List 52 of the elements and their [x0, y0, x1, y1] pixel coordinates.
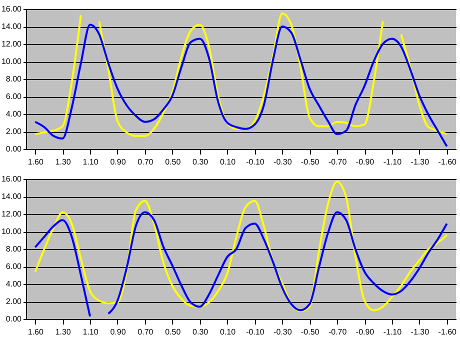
- x-tick-label: 0.90: [110, 158, 126, 166]
- x-tick-label: 0.30: [192, 158, 209, 166]
- x-tick-label: -0.70: [328, 328, 348, 336]
- x-tick-label: -1.10: [383, 158, 402, 166]
- x-tick-label: -1.30: [410, 158, 430, 166]
- x-tick-label: 0.10: [220, 328, 236, 336]
- x-tick-label: 1.10: [82, 158, 99, 166]
- x-tick-label: -0.90: [356, 328, 375, 336]
- y-tick-label: 16.00: [1, 174, 22, 184]
- x-tick-label: -1.30: [410, 328, 430, 336]
- x-tick-label: 0.50: [165, 158, 182, 166]
- x-tick-label: 1.30: [55, 328, 72, 336]
- x-tick-label: -0.10: [246, 158, 265, 166]
- x-tick-label: 1.30: [55, 158, 72, 166]
- x-tick-label: -0.50: [301, 328, 320, 336]
- x-tick-label: 0.70: [138, 158, 154, 166]
- y-tick-label: 10.00: [1, 227, 22, 236]
- x-tick-label: 0.10: [220, 158, 236, 166]
- y-tick-label: 8.00: [6, 244, 22, 254]
- x-tick-label: 0.90: [110, 328, 126, 336]
- y-tick-label: 4.00: [6, 110, 22, 118]
- x-tick-label: 0.30: [192, 328, 209, 336]
- y-tick-label: 12.00: [1, 40, 22, 48]
- x-tick-label: -1.10: [383, 328, 402, 336]
- x-tick-label: -0.50: [301, 158, 320, 166]
- y-tick-label: 14.00: [1, 22, 22, 31]
- y-tick-label: 16.00: [1, 4, 22, 14]
- y-tick-label: 2.00: [6, 297, 22, 306]
- x-tick-label: 1.60: [28, 328, 44, 336]
- x-tick-label: -0.70: [328, 158, 348, 166]
- x-tick-label: -1.60: [438, 328, 458, 336]
- x-tick-label: -0.10: [246, 328, 265, 336]
- y-tick-label: 2.00: [6, 127, 22, 136]
- line-series: [34, 24, 448, 148]
- y-tick-label: 14.00: [1, 192, 22, 201]
- y-tick-label: 10.00: [1, 57, 22, 66]
- x-tick-label: -0.90: [356, 158, 375, 166]
- y-tick-label: 6.00: [6, 262, 22, 271]
- y-tick-label: 4.00: [6, 280, 22, 288]
- x-tick-label: 0.50: [165, 328, 182, 336]
- x-tick-label: 1.60: [28, 158, 44, 166]
- y-tick-label: 12.00: [1, 210, 22, 218]
- x-tick-label: 1.10: [82, 328, 99, 336]
- x-tick-label: -1.60: [438, 158, 458, 166]
- y-tick-label: 0.00: [6, 314, 22, 324]
- y-tick-label: 8.00: [6, 74, 22, 84]
- y-tick-label: 0.00: [6, 144, 22, 154]
- x-tick-label: 0.70: [138, 328, 154, 336]
- y-tick-label: 6.00: [6, 92, 22, 101]
- x-tick-label: -0.30: [274, 328, 292, 336]
- line-series: [34, 180, 448, 312]
- x-tick-label: -0.30: [274, 158, 292, 166]
